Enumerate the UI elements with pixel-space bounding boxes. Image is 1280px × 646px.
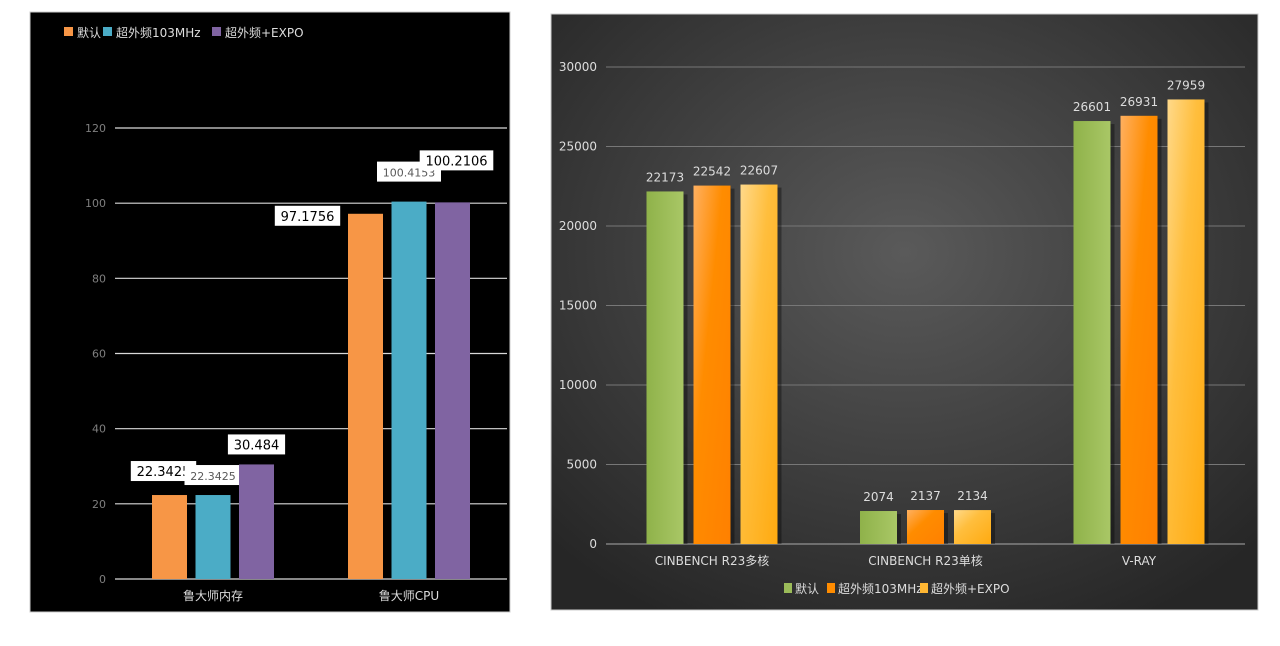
legend-swatch [827,583,835,593]
x-category-label: CINBENCH R23多核 [655,554,770,568]
legend-label: 超外频+EXPO [225,25,304,40]
data-label: 2137 [910,489,941,503]
y-tick-label: 0 [99,573,106,586]
bar [1073,121,1111,544]
x-category-label: 鲁大师CPU [379,589,439,603]
data-label-box [227,434,286,455]
y-tick-label: 10000 [559,378,597,392]
legend-swatch [784,583,792,593]
data-label: 30.484 [234,438,280,453]
y-tick-label: 120 [85,122,106,135]
x-category-label: V-RAY [1122,554,1157,568]
bar [391,201,427,579]
bar [954,510,991,544]
y-tick-label: 80 [92,272,106,285]
y-tick-label: 60 [92,348,106,361]
data-label: 22173 [646,170,684,184]
y-tick-label: 100 [85,197,106,210]
x-category-label: CINBENCH R23单核 [868,554,983,568]
data-label: 22607 [740,164,778,178]
bar [195,495,231,579]
data-label: 22.3425 [190,470,236,483]
legend-label: 默认 [77,25,101,40]
bar [646,191,684,545]
bar [239,464,274,579]
y-tick-label: 20000 [559,219,597,233]
legend-swatch [920,583,928,593]
y-tick-label: 5000 [566,458,597,472]
data-label-box [274,205,341,226]
bar [1167,99,1205,544]
bar [348,213,383,579]
bar [860,511,897,544]
data-label: 2134 [957,489,988,503]
data-label: 22542 [693,165,731,179]
y-tick-label: 20 [92,498,106,511]
bar [740,184,778,544]
data-label: 22.3425 [137,465,191,480]
y-tick-label: 0 [589,537,597,551]
y-tick-label: 15000 [559,299,597,313]
bar [435,202,470,579]
legend-label: 默认 [795,581,819,596]
bar [152,495,187,579]
y-tick-label: 25000 [559,140,597,154]
data-label: 26601 [1073,100,1111,114]
x-category-label: 鲁大师内存 [183,589,243,603]
data-label: 27959 [1167,78,1205,92]
bar [693,185,731,544]
legend-swatch [64,27,73,36]
data-label: 97.1756 [281,210,335,225]
bar [907,510,944,544]
legend-label: 超外频103MHz [838,581,923,596]
y-tick-label: 30000 [559,60,597,74]
legend-label: 超外频103MHz [116,25,201,40]
y-tick-label: 40 [92,423,106,436]
data-label: 2074 [863,490,894,504]
data-label: 100.2106 [425,154,487,169]
data-label-box [184,465,242,486]
data-label-box [419,150,494,171]
legend-swatch [212,27,221,36]
legend-swatch [103,27,112,36]
bar [1120,115,1158,545]
data-label-box [130,461,197,482]
legend-label: 超外频+EXPO [931,581,1010,596]
data-label: 26931 [1120,95,1158,109]
